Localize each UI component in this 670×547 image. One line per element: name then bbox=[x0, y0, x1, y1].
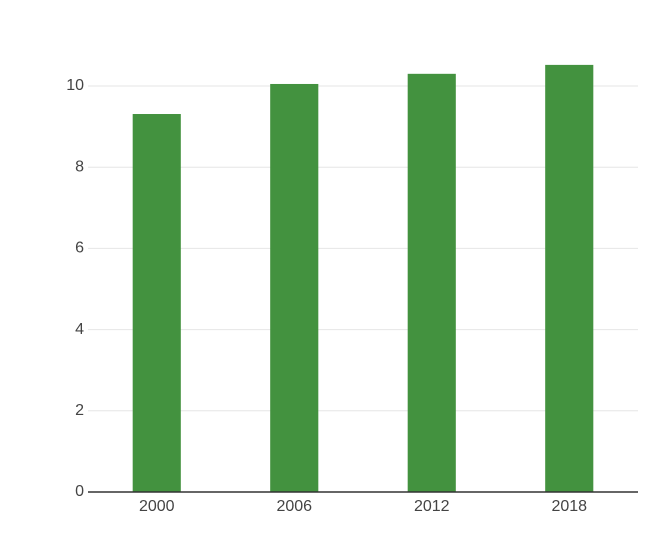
x-tick-label: 2006 bbox=[276, 498, 312, 515]
y-tick-label: 2 bbox=[75, 402, 84, 419]
y-tick-label: 8 bbox=[75, 158, 84, 175]
x-tick-label: 2018 bbox=[551, 498, 587, 515]
y-tick-label: 6 bbox=[75, 240, 84, 257]
y-tick-label: 0 bbox=[75, 483, 84, 500]
x-tick-label: 2012 bbox=[414, 498, 450, 515]
y-tick-label: 10 bbox=[66, 77, 84, 94]
bar bbox=[407, 73, 456, 492]
bar bbox=[545, 64, 594, 492]
y-tick-label: 4 bbox=[75, 321, 84, 338]
bar bbox=[270, 83, 319, 492]
bar bbox=[132, 114, 181, 492]
x-tick-label: 2000 bbox=[139, 498, 175, 515]
